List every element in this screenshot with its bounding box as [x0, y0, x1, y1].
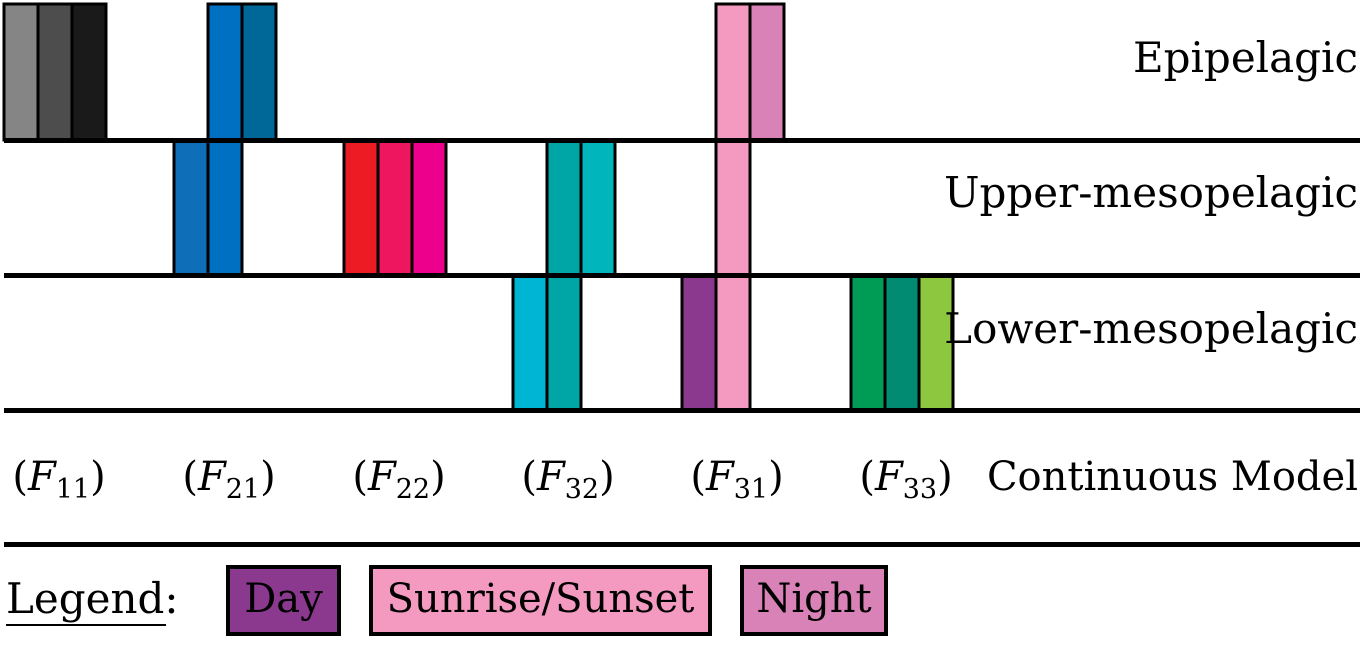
zone-boundary-1: [4, 138, 1360, 143]
legend-title-underline: [6, 624, 166, 626]
zone-boundary-2: [4, 273, 1360, 278]
bar-f22-1: [342, 138, 380, 277]
zone-boundaries: [4, 138, 1360, 413]
zone-label-epipelagic: Epipelagic: [1133, 33, 1358, 82]
model-label-f32: (F32): [521, 454, 614, 505]
zone-boundary-3: [4, 408, 1360, 413]
bar-f11-2: [36, 2, 74, 142]
bar-f31-2: [714, 2, 752, 412]
bar-f31-1: [680, 273, 718, 412]
legend-item-sunrise-sunset: Sunrise/Sunset: [369, 565, 712, 636]
bars-layer: [2, 2, 955, 412]
model-label-f11: (F11): [12, 454, 105, 505]
legend-item-night: Night: [740, 565, 888, 636]
legend-item-day: Day: [226, 565, 341, 636]
bar-f21-3: [240, 2, 278, 142]
model-label-f31: (F31): [690, 454, 783, 505]
bar-f11-1: [2, 2, 40, 142]
model-label-f22: (F22): [352, 454, 445, 505]
legend-swatch-sunrise-sunset: [369, 565, 712, 636]
bar-f11-3: [70, 2, 108, 142]
bar-f33-1: [849, 273, 887, 412]
bar-f33-2: [883, 273, 921, 412]
bar-f31-3: [748, 2, 786, 142]
legend-title: Legend:: [6, 574, 179, 623]
bar-f21-1: [172, 138, 210, 277]
legend-label-night: Night: [756, 576, 871, 622]
bar-f32-3: [579, 138, 617, 277]
legend-swatch-night: [740, 565, 888, 636]
model-label-f33: (F33): [859, 454, 952, 505]
legend-label-sunrise-sunset: Sunrise/Sunset: [387, 576, 695, 622]
bar-f22-2: [376, 138, 414, 277]
bar-f22-3: [410, 138, 448, 277]
continuous-model-label: Continuous Model: [987, 454, 1358, 500]
model-labels: (F11) (F21) (F22) (F32) (F31) (F33): [12, 454, 952, 505]
legend-separator: [4, 542, 1360, 547]
zone-label-lower-mesopelagic: Lower-mesopelagic: [944, 304, 1358, 353]
zone-label-upper-mesopelagic: Upper-mesopelagic: [944, 168, 1358, 217]
bar-f32-1: [511, 273, 549, 412]
model-label-f21: (F21): [182, 454, 275, 505]
legend-label-day: Day: [244, 576, 323, 622]
legend-swatch-day: [226, 565, 341, 636]
